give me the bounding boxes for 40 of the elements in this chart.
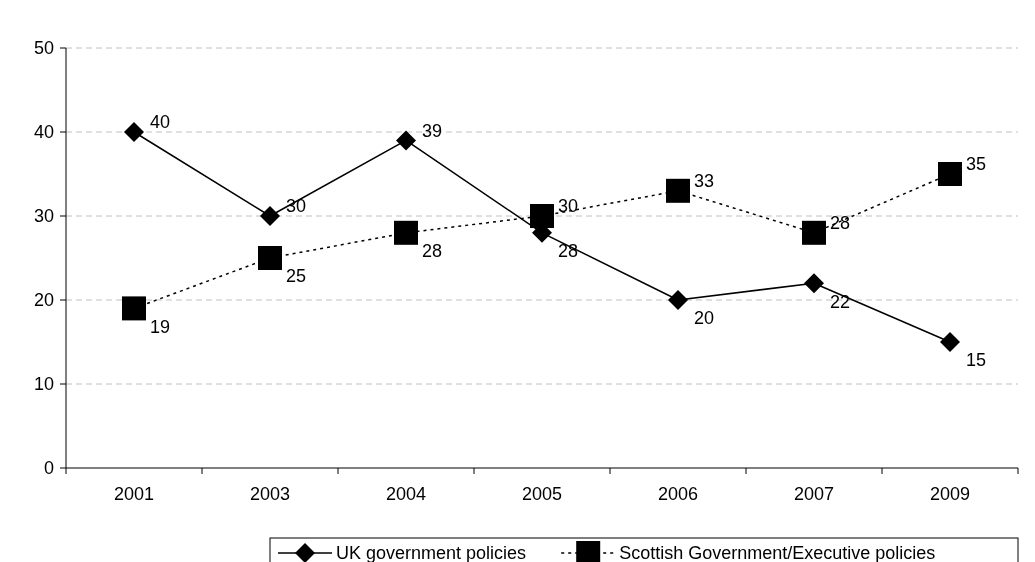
data-label: 28 [422,241,443,262]
point [122,296,146,321]
x-tick-label: 2003 [249,484,291,504]
point [394,220,418,245]
data-label: 39 [422,120,443,141]
data-label: 19 [150,316,171,337]
data-label: 25 [286,266,307,287]
data-label: 28 [558,241,579,262]
data-label: 35 [966,154,987,175]
point [666,178,690,203]
data-label: 20 [694,308,715,329]
point [668,290,688,310]
x-tick-label: 2005 [521,484,563,504]
point [260,206,280,226]
y-tick-label: 10 [33,374,54,395]
data-label: 40 [150,112,171,133]
point [940,332,960,352]
y-tick-label: 30 [33,206,54,227]
point [396,130,416,151]
y-tick-label: 50 [33,38,54,59]
point [802,220,826,245]
y-tick-label: 20 [33,290,54,311]
y-tick-label: 0 [43,458,54,479]
y-tick-label: 40 [33,122,54,143]
data-label: 30 [558,196,579,217]
data-label: 15 [966,350,987,371]
point [530,204,554,228]
point [938,162,962,186]
x-tick-label: 2007 [793,484,835,504]
x-tick-label: 2004 [385,484,427,504]
data-label: 33 [694,171,715,192]
point [124,122,144,142]
x-tick-label: 2001 [113,484,155,504]
x-tick-label: 2009 [929,484,971,504]
point [804,273,824,294]
data-label: 30 [286,196,307,217]
point [258,246,282,270]
data-label: 28 [830,213,851,234]
data-label: 22 [830,291,851,312]
x-tick-label: 2006 [657,484,699,504]
